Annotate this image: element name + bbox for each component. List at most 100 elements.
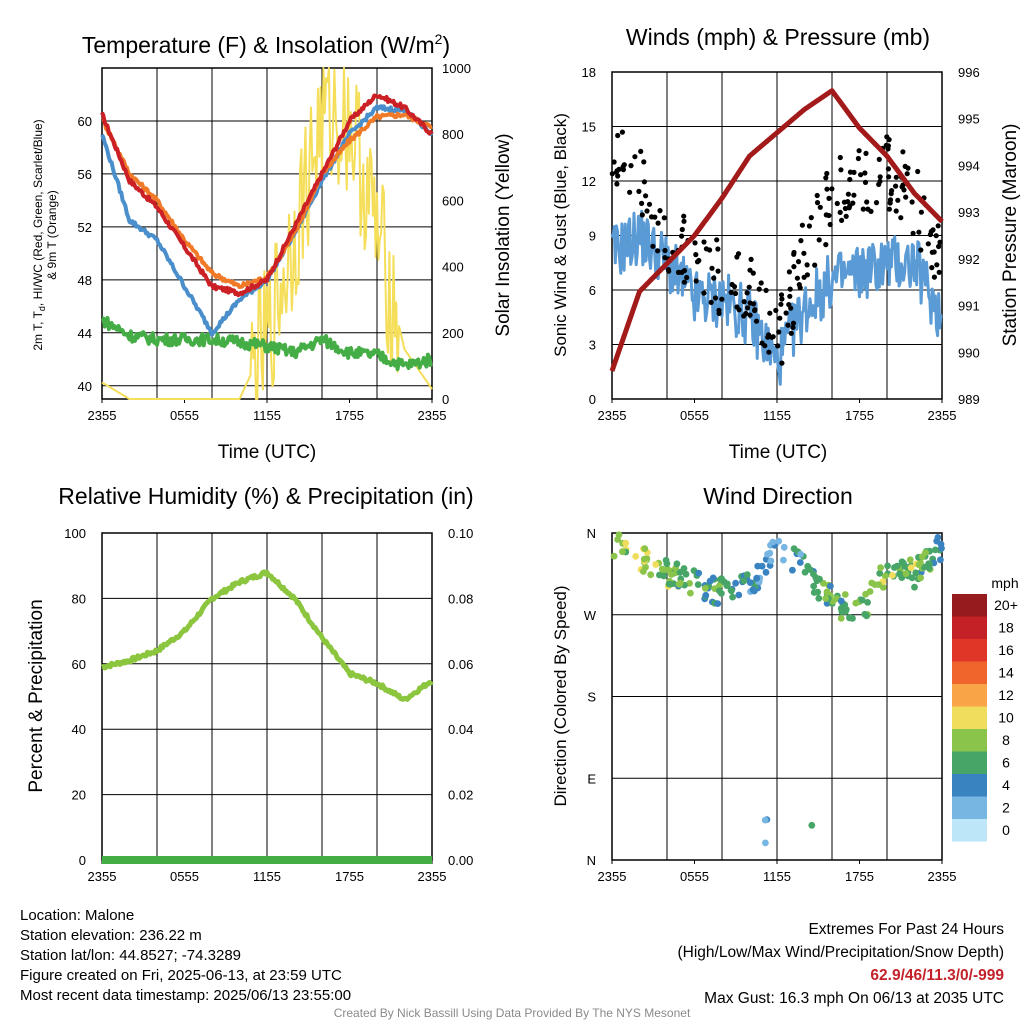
pressure-y-tick-label: 993: [958, 205, 980, 220]
humidity-y-tick-label: 0: [79, 853, 86, 868]
direction-point: [660, 566, 668, 574]
direction-point: [808, 821, 816, 829]
gust-point: [679, 226, 685, 233]
gust-point: [855, 155, 862, 162]
wind-x-tick-label: 2355: [928, 408, 957, 423]
gust-point: [847, 176, 853, 183]
direction-point: [938, 544, 945, 552]
direction-point: [906, 556, 914, 564]
direction-y-tick-label: N: [587, 853, 596, 868]
gust-point: [827, 221, 833, 228]
direction-point: [780, 543, 788, 551]
direction-point: [862, 590, 869, 598]
gust-point: [703, 246, 710, 252]
gust-point: [817, 204, 823, 210]
gust-point: [638, 148, 644, 154]
gust-point: [665, 267, 672, 273]
humidity-panel: Relative Humidity (%) & Precipitation (i…: [26, 483, 474, 884]
series-solar-insolation-line: [101, 67, 433, 400]
colorbar-swatch: [952, 796, 987, 819]
gust-point: [681, 279, 688, 285]
pressure-y-tick-label: 995: [958, 112, 980, 127]
gust-point: [747, 312, 753, 318]
temperature-x-tick-label: 2355: [418, 408, 447, 423]
pressure-y-tick-label: 991: [958, 299, 980, 314]
gust-point: [885, 166, 892, 172]
extremes-subtitle: (High/Low/Max Wind/Precipitation/Snow De…: [677, 944, 1005, 961]
temperature-y-tick-label: 56: [78, 167, 92, 182]
precip-y-tick-label: 0.04: [448, 722, 473, 737]
wind-y-tick-label: 12: [582, 174, 596, 189]
gust-point: [841, 199, 848, 205]
direction-point: [660, 572, 668, 580]
direction-point: [702, 591, 710, 599]
direction-point: [810, 589, 818, 596]
extremes-info: Extremes For Past 24 Hours (High/Low/Max…: [678, 918, 1005, 1010]
direction-y-tick-label: W: [584, 608, 597, 623]
colorbar-label: 0: [1002, 822, 1010, 838]
gust-point: [887, 197, 894, 203]
direction-point: [876, 570, 884, 577]
gust-point: [791, 264, 797, 270]
gust-point: [763, 287, 769, 293]
direction-point: [837, 597, 845, 605]
gust-point: [808, 215, 814, 221]
direction-y-tick-label: E: [587, 771, 596, 786]
gust-point: [661, 215, 667, 221]
gust-point: [876, 181, 882, 187]
gust-point: [621, 162, 627, 168]
gust-point: [858, 172, 864, 178]
direction-point: [937, 556, 944, 564]
gust-point: [918, 209, 925, 215]
temperature-x-tick-label: 1155: [253, 408, 281, 423]
humidity-x-tick-label: 2355: [88, 869, 117, 884]
gust-point: [898, 215, 904, 221]
direction-point: [896, 570, 903, 578]
location-text: Location: Malone: [20, 907, 135, 924]
direction-y-tick-label: N: [587, 526, 596, 541]
colorbar-swatch: [952, 684, 987, 707]
series-2m-t-line: [100, 93, 434, 298]
wind-y-tick-label: 9: [589, 229, 596, 244]
direction-point: [666, 580, 674, 588]
gust-point: [931, 274, 938, 280]
direction-point: [766, 549, 774, 557]
gust-point: [791, 251, 797, 257]
direction-point: [762, 568, 770, 576]
solar-y-tick-label: 200: [442, 326, 464, 341]
temperature-y-tick-label: 52: [78, 220, 92, 235]
gust-point: [753, 318, 760, 324]
pressure-y-tick-label: 992: [958, 252, 980, 267]
gust-point: [766, 349, 772, 355]
pressure-y-tick-label: 989: [958, 392, 980, 407]
direction-point: [911, 583, 918, 591]
gust-point: [681, 268, 688, 274]
gust-point: [845, 191, 852, 197]
gust-point: [886, 174, 892, 180]
gust-point: [681, 213, 687, 219]
gust-point: [804, 262, 810, 268]
recent-data-text: Most recent data timestamp: 2025/06/13 2…: [20, 987, 352, 1004]
direction-point: [852, 599, 860, 607]
gust-point: [847, 169, 854, 175]
extremes-values: 62.9/46/11.3/0/-999: [870, 967, 1004, 984]
pressure-y-tick-label: 996: [958, 65, 980, 80]
gust-point: [745, 305, 751, 311]
gust-point: [893, 174, 899, 180]
gust-point: [842, 205, 849, 212]
gust-point: [773, 307, 779, 313]
colorbar-swatch: [952, 706, 987, 729]
colorbar-swatch: [952, 751, 987, 774]
gust-point: [779, 296, 785, 302]
direction-point: [812, 574, 820, 582]
gust-point: [644, 208, 650, 214]
wind-y-axis-label: Sonic Wind & Gust (Blue, Black): [551, 113, 570, 357]
direction-point: [815, 595, 823, 602]
direction-point: [827, 582, 834, 590]
gust-point: [662, 255, 668, 261]
gust-point: [905, 165, 911, 171]
gust-point: [777, 315, 783, 321]
direction-point: [796, 559, 804, 566]
gust-point: [931, 249, 937, 255]
